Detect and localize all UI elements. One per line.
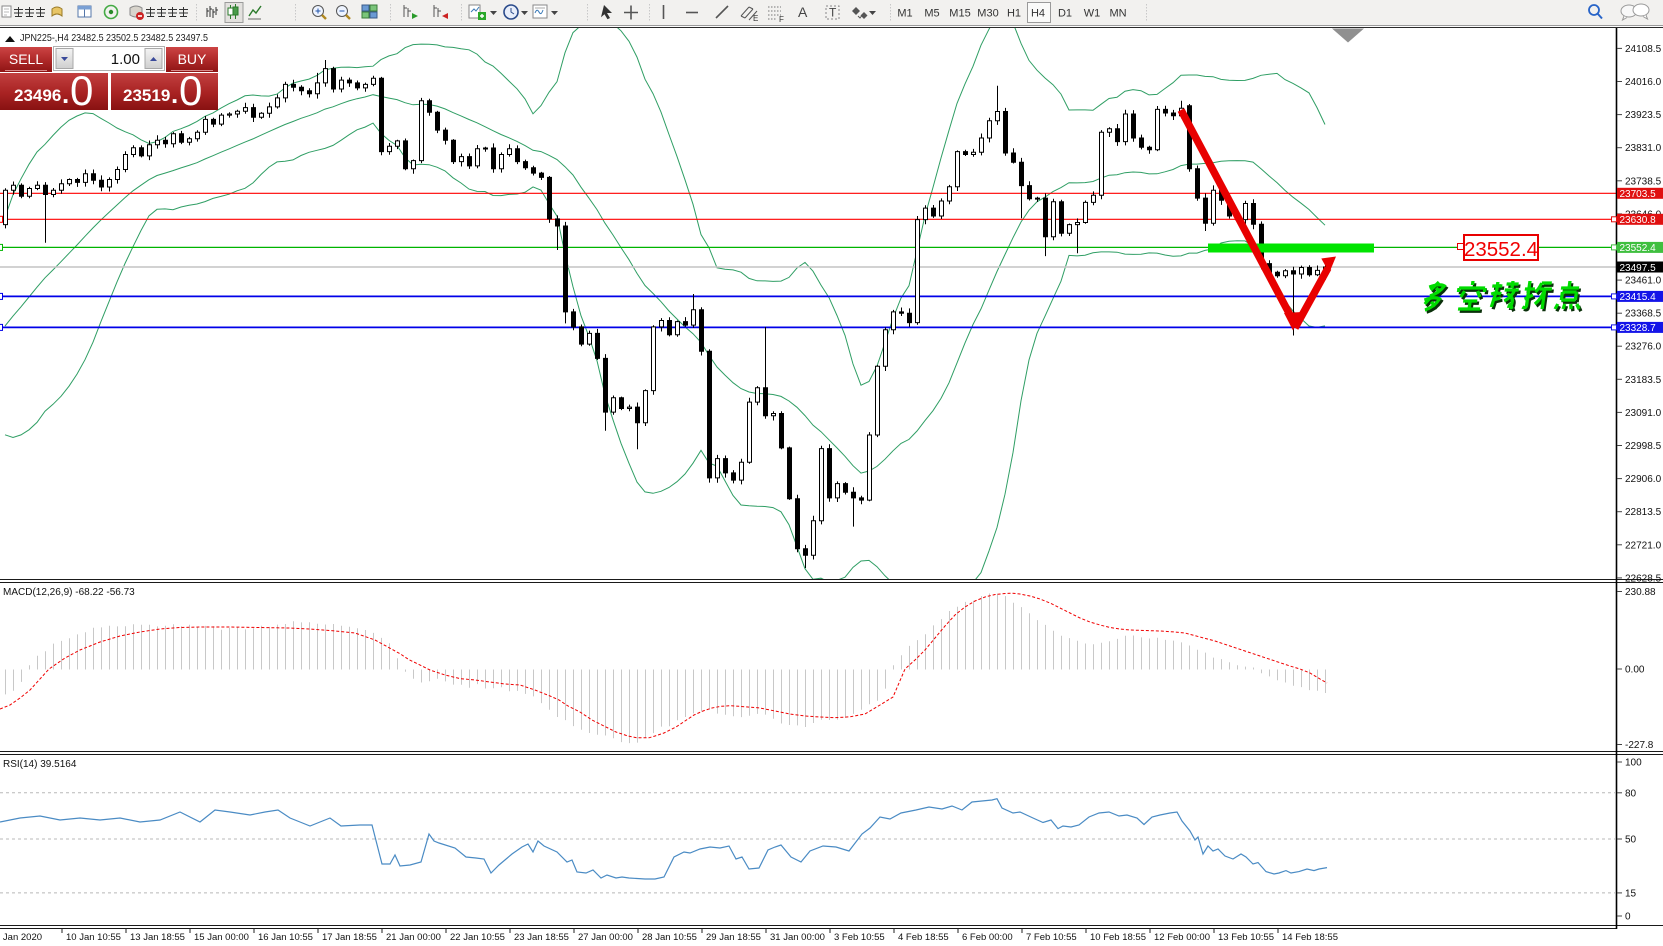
svg-text:23415.4: 23415.4	[1620, 292, 1657, 303]
svg-text:15 Jan 00:00: 15 Jan 00:00	[194, 932, 249, 943]
svg-text:H4: H4	[1031, 8, 1045, 20]
svg-text:RSI(14) 39.5164: RSI(14) 39.5164	[3, 759, 77, 770]
svg-text:22813.5: 22813.5	[1625, 507, 1662, 518]
svg-text:0.00: 0.00	[1625, 665, 1645, 676]
svg-text:23183.5: 23183.5	[1625, 375, 1662, 386]
svg-text:BUY: BUY	[178, 51, 207, 67]
svg-text:7 Feb 10:55: 7 Feb 10:55	[1026, 932, 1077, 943]
svg-text:23 Jan 18:55: 23 Jan 18:55	[514, 932, 569, 943]
svg-text:22 Jan 10:55: 22 Jan 10:55	[450, 932, 505, 943]
svg-text:.: .	[171, 79, 178, 109]
svg-text:23368.5: 23368.5	[1625, 309, 1662, 320]
svg-text:D1: D1	[1058, 8, 1072, 20]
svg-text:17 Jan 18:55: 17 Jan 18:55	[322, 932, 377, 943]
svg-text:23519: 23519	[123, 86, 170, 105]
svg-text:22906.0: 22906.0	[1625, 474, 1662, 485]
svg-text:23276.0: 23276.0	[1625, 342, 1662, 353]
svg-text:13 Jan 18:55: 13 Jan 18:55	[130, 932, 185, 943]
svg-text:H1: H1	[1007, 8, 1021, 20]
svg-text:3 Feb 10:55: 3 Feb 10:55	[834, 932, 885, 943]
svg-text:27 Jan 00:00: 27 Jan 00:00	[578, 932, 633, 943]
svg-text:MN: MN	[1109, 8, 1126, 20]
svg-text:M1: M1	[897, 8, 912, 20]
svg-text:29 Jan 18:55: 29 Jan 18:55	[706, 932, 761, 943]
svg-text:24108.5: 24108.5	[1625, 44, 1662, 55]
svg-text:6 Feb 00:00: 6 Feb 00:00	[962, 932, 1013, 943]
svg-text:28 Jan 10:55: 28 Jan 10:55	[642, 932, 697, 943]
svg-text:23496: 23496	[14, 86, 61, 105]
svg-text:12 Feb 00:00: 12 Feb 00:00	[1154, 932, 1210, 943]
svg-text:-227.8: -227.8	[1625, 740, 1654, 751]
svg-text:F: F	[779, 15, 784, 24]
svg-text:23738.5: 23738.5	[1625, 176, 1662, 187]
svg-text:23091.0: 23091.0	[1625, 408, 1662, 419]
svg-text:10 Feb 18:55: 10 Feb 18:55	[1090, 932, 1146, 943]
svg-text:230.88: 230.88	[1625, 587, 1656, 598]
svg-text:M15: M15	[949, 8, 970, 20]
svg-text:23552.4: 23552.4	[1464, 238, 1538, 261]
svg-text:15: 15	[1625, 888, 1637, 899]
svg-text:M30: M30	[977, 8, 998, 20]
svg-text:23703.5: 23703.5	[1620, 189, 1657, 200]
svg-text:23630.8: 23630.8	[1620, 215, 1657, 226]
svg-text:9 Jan 2020: 9 Jan 2020	[0, 932, 42, 943]
svg-text:M5: M5	[924, 8, 939, 20]
svg-text:23328.7: 23328.7	[1620, 323, 1657, 334]
svg-text:22628.5: 22628.5	[1625, 573, 1662, 584]
svg-text:22998.5: 22998.5	[1625, 441, 1662, 452]
svg-text:14 Feb 18:55: 14 Feb 18:55	[1282, 932, 1338, 943]
svg-text:MACD(12,26,9) -68.22 -56.73: MACD(12,26,9) -68.22 -56.73	[3, 587, 135, 598]
svg-text:13 Feb 10:55: 13 Feb 10:55	[1218, 932, 1274, 943]
svg-text:0: 0	[1625, 912, 1631, 923]
svg-text:100: 100	[1625, 758, 1642, 769]
svg-text:SELL: SELL	[9, 51, 43, 67]
svg-text:.: .	[62, 79, 69, 109]
svg-text:A: A	[798, 4, 808, 20]
svg-text:10 Jan 10:55: 10 Jan 10:55	[66, 932, 121, 943]
svg-text:JPN225-,H4 23482.5 23502.5 23: JPN225-,H4 23482.5 23502.5 23482.5 23497…	[20, 32, 208, 44]
svg-text:31 Jan 00:00: 31 Jan 00:00	[770, 932, 825, 943]
svg-text:23461.0: 23461.0	[1625, 276, 1662, 287]
svg-text:0: 0	[70, 67, 93, 114]
svg-text:0: 0	[179, 67, 202, 114]
svg-text:23497.5: 23497.5	[1620, 263, 1657, 274]
svg-text:1.00: 1.00	[111, 51, 140, 68]
svg-text:23831.0: 23831.0	[1625, 143, 1662, 154]
svg-text:T: T	[829, 6, 837, 20]
svg-text:4 Feb 18:55: 4 Feb 18:55	[898, 932, 949, 943]
svg-text:24016.0: 24016.0	[1625, 77, 1662, 88]
svg-text:W1: W1	[1084, 8, 1101, 20]
svg-text:22721.0: 22721.0	[1625, 540, 1662, 551]
svg-text:21 Jan 00:00: 21 Jan 00:00	[386, 932, 441, 943]
svg-text:16 Jan 10:55: 16 Jan 10:55	[258, 932, 313, 943]
svg-text:23552.4: 23552.4	[1620, 243, 1657, 254]
svg-text:23923.5: 23923.5	[1625, 110, 1662, 121]
svg-text:50: 50	[1625, 835, 1637, 846]
svg-text:E: E	[753, 14, 758, 23]
svg-text:80: 80	[1625, 788, 1637, 799]
